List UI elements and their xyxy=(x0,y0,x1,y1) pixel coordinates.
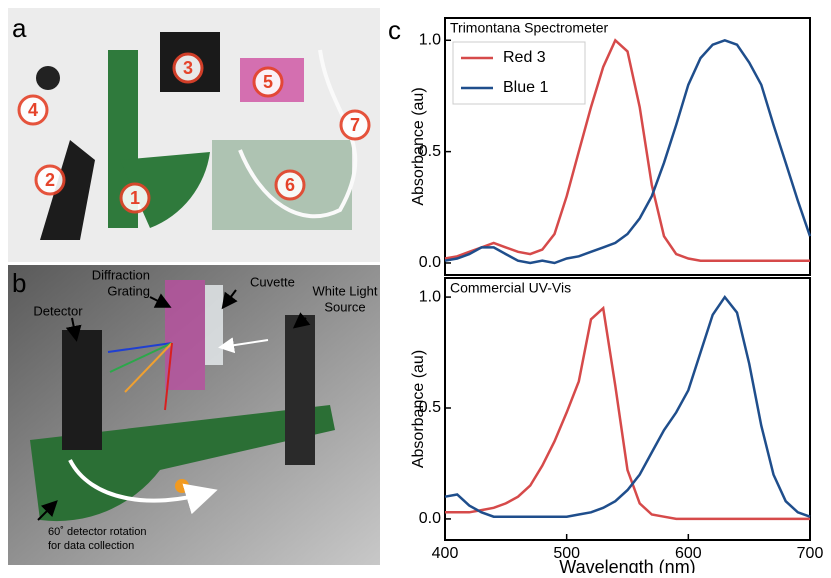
annotation: for data collection xyxy=(48,540,134,552)
y-axis-label: Absorbance (au) xyxy=(410,350,427,468)
panel-label: b xyxy=(12,268,26,298)
y-tick-label: 0.0 xyxy=(419,510,441,527)
dot xyxy=(175,479,189,493)
chart-title: Trimontana Spectrometer xyxy=(450,20,609,36)
y-tick-label: 0.0 xyxy=(419,254,441,271)
detector xyxy=(36,66,60,90)
y-tick-label: 1.0 xyxy=(419,31,441,48)
callout-number: 5 xyxy=(263,72,273,92)
series-line xyxy=(445,308,810,519)
annotation: Detector xyxy=(33,303,83,318)
annotation: 60˚ detector rotation xyxy=(48,526,146,538)
y-axis-label: Absorbance (au) xyxy=(410,87,427,205)
annotation: Diffraction xyxy=(92,267,150,282)
panel-label: a xyxy=(12,13,27,43)
plot-frame xyxy=(445,278,810,540)
x-axis-label: Wavelength (nm) xyxy=(559,557,695,573)
annotation: White Light xyxy=(312,283,377,298)
callout-number: 1 xyxy=(130,188,140,208)
legend-label: Blue 1 xyxy=(503,79,548,96)
callout-number: 7 xyxy=(350,115,360,135)
chart-title: Commercial UV-Vis xyxy=(450,280,571,296)
callout-number: 3 xyxy=(183,58,193,78)
annotation: Source xyxy=(324,299,365,314)
annotation: Grating xyxy=(107,283,150,298)
y-tick-label: 1.0 xyxy=(419,288,441,305)
legend-label: Red 3 xyxy=(503,49,546,66)
x-tick-label: 700 xyxy=(797,545,824,562)
callout-number: 2 xyxy=(45,170,55,190)
callout-number: 6 xyxy=(285,175,295,195)
grating xyxy=(165,280,205,390)
series-line xyxy=(445,297,810,517)
callout-number: 4 xyxy=(28,100,38,120)
cuvette xyxy=(205,285,223,365)
figure: a 1 2 3 4 5 6 7 b DiffractionGrating Cuvette Whi… xyxy=(0,0,831,573)
x-tick-label: 400 xyxy=(432,545,459,562)
panel-label: c xyxy=(388,15,401,45)
annotation: Cuvette xyxy=(250,274,295,289)
detector-arm xyxy=(62,330,102,450)
light-arm xyxy=(285,315,315,465)
